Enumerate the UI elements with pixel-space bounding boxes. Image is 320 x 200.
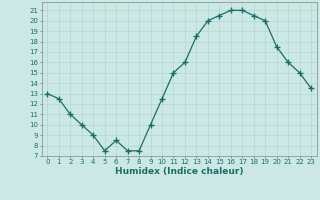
X-axis label: Humidex (Indice chaleur): Humidex (Indice chaleur) xyxy=(115,167,244,176)
